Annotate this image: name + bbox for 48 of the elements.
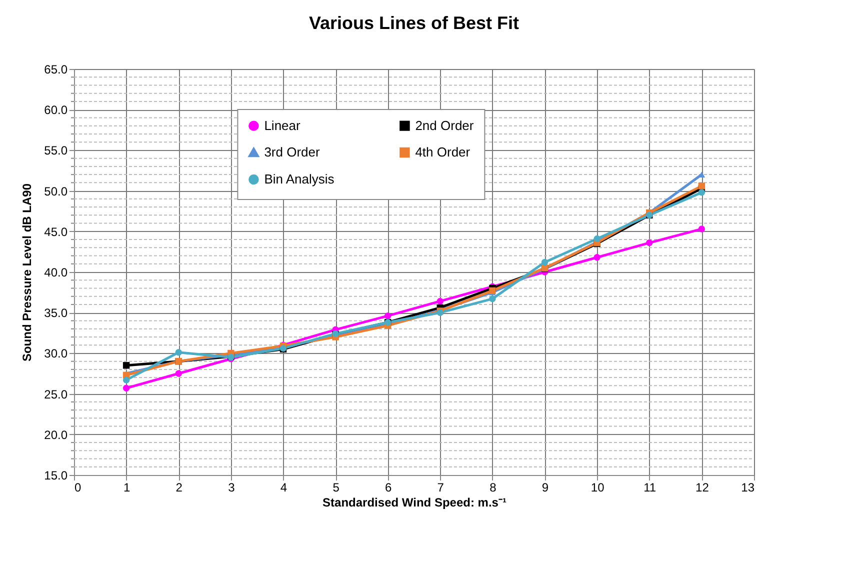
x-tick-label: 8 (490, 480, 497, 494)
point (436, 298, 444, 305)
x-tick-label: 7 (437, 480, 444, 494)
point (175, 370, 182, 377)
point (594, 235, 600, 242)
y-tick-label: 55.0 (44, 144, 68, 158)
point (541, 258, 548, 266)
x-tick-label: 10 (590, 480, 605, 494)
point (384, 312, 392, 320)
y-tick-label: 65.0 (44, 62, 68, 76)
y-tick-label: 30.0 (44, 346, 68, 361)
point (175, 349, 182, 356)
x-tick-label: 1 (123, 480, 130, 494)
x-tick-label: 11 (644, 480, 656, 494)
y-tick-label: 50.0 (44, 184, 68, 198)
y-tick-label: 25.0 (44, 387, 68, 402)
legend-label: Linear (264, 118, 302, 133)
y-axis-title: Sound Pressure Level dB LA90 (20, 183, 34, 362)
point (122, 384, 130, 392)
point (698, 189, 706, 196)
x-tick-label: 5 (332, 480, 340, 494)
x-tick-label: 9 (542, 480, 549, 494)
x-axis-title: Standardised Wind Speed: m.s⁻¹ (322, 496, 506, 510)
x-tick-label: 3 (228, 480, 236, 494)
legend-label: 3rd Order (264, 144, 320, 160)
chart-title: Various Lines of Best Fit (308, 13, 520, 33)
point (594, 254, 600, 261)
point (646, 239, 653, 246)
y-tick-label: 20.0 (44, 428, 68, 442)
x-tick-label: 13 (741, 480, 755, 494)
x-tick-label: 12 (696, 480, 710, 494)
y-tick-label: 15.0 (44, 468, 68, 482)
x-tick-label: 6 (385, 480, 392, 494)
point (489, 295, 496, 302)
point (698, 226, 706, 232)
point (122, 376, 130, 384)
y-tick-label: 40.0 (44, 266, 68, 280)
x-tick-label: 2 (176, 480, 183, 494)
x-tick-label: 4 (280, 480, 288, 494)
point (122, 362, 130, 369)
y-tick-label: 60.0 (44, 103, 68, 118)
point (698, 182, 706, 190)
legend-label: 2nd Order (415, 118, 474, 133)
x-tick-label: 0 (74, 480, 82, 494)
y-tick-label: 35.0 (44, 306, 68, 320)
legend-label: Bin Analysis (264, 172, 335, 186)
legend-label: 4th Order (415, 144, 471, 160)
y-tick-label: 45.0 (44, 224, 68, 239)
